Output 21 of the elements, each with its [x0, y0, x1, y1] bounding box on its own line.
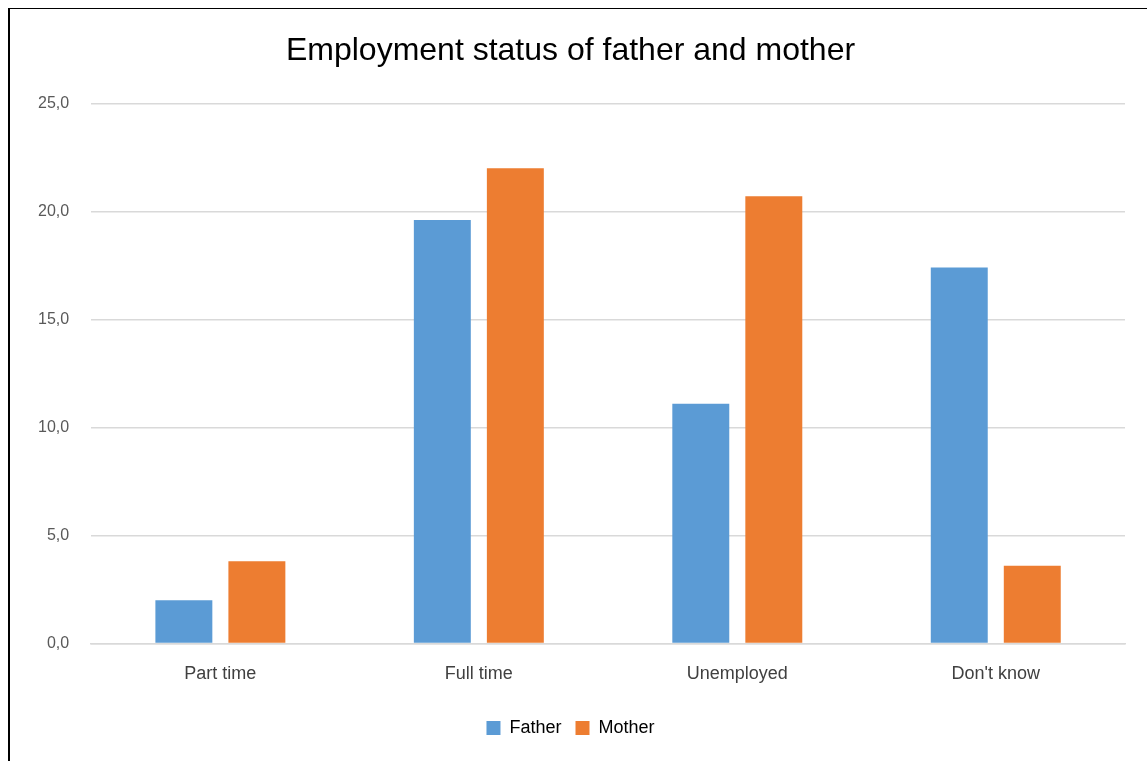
y-tick-label: 25,0	[38, 93, 70, 111]
bar	[930, 267, 988, 643]
bar	[486, 168, 544, 643]
legend-label: Mother	[598, 716, 655, 737]
y-tick-label: 20,0	[38, 201, 70, 219]
bar	[1003, 565, 1061, 643]
y-tick-label: 15,0	[38, 309, 70, 327]
y-tick-label: 5,0	[46, 525, 70, 543]
bar	[672, 403, 730, 643]
y-tick-label: 10,0	[38, 417, 70, 435]
bar	[228, 561, 286, 643]
chart-title: Employment status of father and mother	[285, 31, 856, 68]
bar	[745, 196, 803, 643]
x-tick-label: Unemployed	[686, 663, 788, 684]
legend-label: Father	[509, 716, 562, 737]
bar	[155, 600, 213, 643]
y-tick-label: 0,0	[46, 633, 70, 651]
bar	[413, 220, 471, 643]
x-tick-label: Part time	[184, 663, 257, 684]
x-tick-label: Don't know	[951, 663, 1042, 684]
x-tick-label: Full time	[444, 663, 513, 684]
